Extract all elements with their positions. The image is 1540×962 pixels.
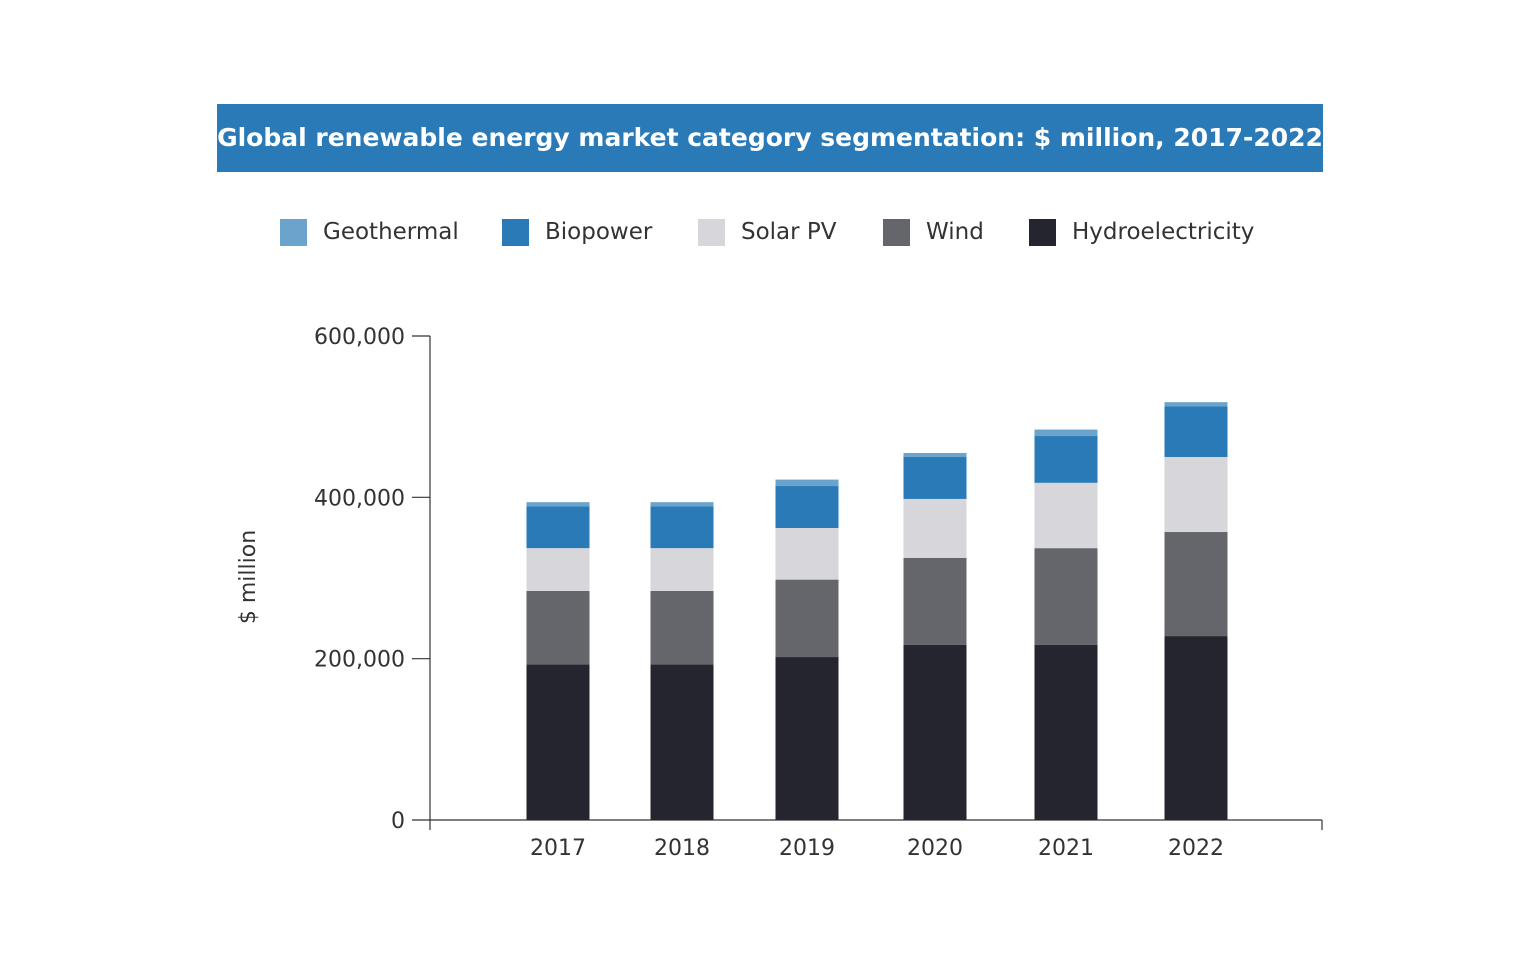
y-axis-label: $ million bbox=[236, 530, 261, 624]
bar-hydroelectricity bbox=[775, 657, 839, 820]
bar-biopower bbox=[1164, 406, 1228, 457]
bar-geothermal bbox=[526, 502, 590, 507]
y-tick-label: 400,000 bbox=[314, 486, 405, 511]
bar-solar-pv bbox=[526, 548, 590, 591]
x-tick-label: 2021 bbox=[1038, 836, 1094, 861]
legend-item: Geothermal bbox=[280, 214, 459, 250]
bar-solar-pv bbox=[650, 548, 714, 591]
legend-item: Hydroelectricity bbox=[1029, 214, 1254, 250]
legend-swatch bbox=[883, 218, 910, 246]
bar-hydroelectricity bbox=[1164, 636, 1228, 820]
legend-item: Solar PV bbox=[698, 214, 837, 250]
bar-hydroelectricity bbox=[903, 644, 967, 820]
x-tick-label: 2022 bbox=[1168, 836, 1224, 861]
bar-geothermal bbox=[903, 452, 967, 457]
bar-geothermal bbox=[1034, 429, 1098, 437]
bar-biopower bbox=[526, 506, 590, 549]
bar-wind bbox=[650, 590, 714, 665]
bar-geothermal bbox=[775, 479, 839, 487]
x-tick-label: 2017 bbox=[530, 836, 586, 861]
bar-biopower bbox=[903, 457, 967, 499]
bar-solar-pv bbox=[1164, 457, 1228, 533]
legend-swatch bbox=[698, 218, 725, 246]
bar-hydroelectricity bbox=[650, 664, 714, 820]
bar-solar-pv bbox=[775, 527, 839, 580]
legend: Geothermal Biopower Solar PV Wind Hydroelect… bbox=[0, 214, 1540, 250]
bar-wind bbox=[903, 557, 967, 645]
bar-hydroelectricity bbox=[1034, 644, 1098, 820]
bar-solar-pv bbox=[903, 498, 967, 558]
bar-biopower bbox=[650, 506, 714, 549]
legend-label: Wind bbox=[926, 219, 984, 245]
legend-label: Biopower bbox=[545, 219, 653, 245]
bar-solar-pv bbox=[1034, 482, 1098, 549]
x-tick-label: 2018 bbox=[654, 836, 710, 861]
legend-swatch bbox=[1029, 218, 1056, 246]
bar-biopower bbox=[1034, 436, 1098, 483]
y-tick-label: 0 bbox=[391, 809, 405, 834]
bar-wind bbox=[1164, 532, 1228, 637]
bar-geothermal bbox=[650, 502, 714, 507]
y-tick-label: 600,000 bbox=[314, 325, 405, 350]
bar-hydroelectricity bbox=[526, 664, 590, 820]
bar-wind bbox=[526, 590, 590, 665]
x-tick-label: 2020 bbox=[907, 836, 963, 861]
y-tick-label: 200,000 bbox=[314, 648, 405, 673]
bar-geothermal bbox=[1164, 402, 1228, 407]
legend-label: Hydroelectricity bbox=[1072, 219, 1255, 245]
chart-title: Global renewable energy market category … bbox=[217, 104, 1323, 172]
legend-label: Geothermal bbox=[323, 219, 459, 245]
legend-label: Solar PV bbox=[741, 219, 837, 245]
legend-item: Wind bbox=[883, 214, 984, 250]
bar-wind bbox=[775, 579, 839, 658]
legend-swatch bbox=[502, 218, 529, 246]
legend-swatch bbox=[280, 218, 307, 246]
legend-item: Biopower bbox=[502, 214, 652, 250]
bar-biopower bbox=[775, 486, 839, 528]
bar-wind bbox=[1034, 548, 1098, 645]
x-tick-label: 2019 bbox=[779, 836, 835, 861]
